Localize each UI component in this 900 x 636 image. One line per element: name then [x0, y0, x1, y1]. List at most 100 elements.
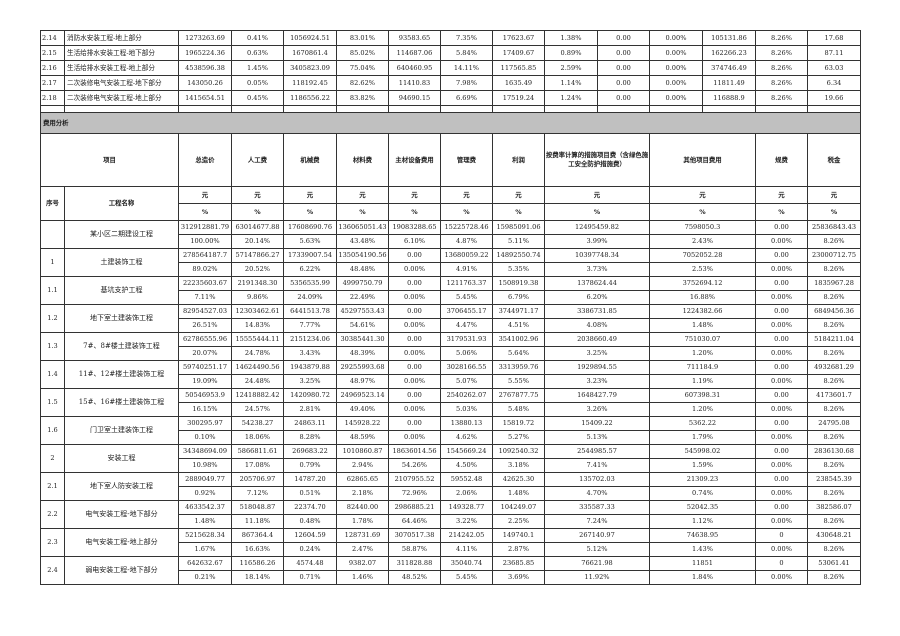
percent-cell[interactable]: 19.09% — [178, 374, 232, 389]
value-cell[interactable]: 1670861.4 — [283, 45, 337, 61]
amount-cell[interactable]: 642632.67 — [178, 556, 232, 571]
amount-cell[interactable]: 82954527.03 — [178, 304, 232, 319]
value-cell[interactable]: 17.68 — [807, 30, 861, 46]
header-item[interactable]: 项目 — [40, 133, 179, 187]
amount-cell[interactable]: 149740.1 — [492, 528, 545, 543]
amount-cell[interactable]: 1508919.38 — [492, 276, 545, 291]
amount-cell[interactable]: 278564187.7 — [178, 248, 232, 263]
percent-cell[interactable]: 100.00% — [178, 234, 232, 249]
value-cell[interactable]: 0.00% — [649, 30, 703, 46]
value-cell[interactable]: 94690.15 — [388, 90, 441, 106]
amount-cell[interactable]: 4932681.29 — [807, 360, 861, 375]
value-cell[interactable]: 82.62% — [336, 75, 389, 91]
percent-cell[interactable]: 1.79% — [649, 430, 756, 445]
project-name-cell[interactable]: 安装工程 — [64, 444, 179, 473]
unit-yuan[interactable]: 元 — [544, 186, 650, 204]
value-cell[interactable]: 8.26% — [755, 30, 808, 46]
row-number-cell[interactable]: 2.14 — [40, 30, 65, 46]
row-number-cell[interactable]: 2.4 — [40, 556, 65, 585]
percent-cell[interactable]: 0.00% — [755, 486, 808, 501]
amount-cell[interactable]: 0.00 — [755, 276, 808, 291]
percent-cell[interactable]: 18.14% — [231, 570, 284, 585]
percent-cell[interactable]: 0.48% — [283, 514, 337, 529]
value-cell[interactable]: 17623.67 — [492, 30, 545, 46]
percent-cell[interactable]: 3.22% — [440, 514, 493, 529]
percent-cell[interactable]: 4.47% — [440, 318, 493, 333]
unit-percent[interactable]: % — [283, 203, 337, 221]
percent-cell[interactable]: 26.51% — [178, 318, 232, 333]
column-header[interactable]: 机械费 — [283, 133, 337, 187]
percent-cell[interactable]: 8.26% — [807, 430, 861, 445]
percent-cell[interactable]: 17.08% — [231, 458, 284, 473]
amount-cell[interactable]: 7052052.28 — [649, 248, 756, 263]
percent-cell[interactable]: 0.00% — [388, 290, 441, 305]
percent-cell[interactable]: 0.00% — [388, 346, 441, 361]
amount-cell[interactable]: 135054190.56 — [336, 248, 389, 263]
amount-cell[interactable]: 12303462.61 — [231, 304, 284, 319]
percent-cell[interactable]: 7.12% — [231, 486, 284, 501]
amount-cell[interactable]: 1648427.79 — [544, 388, 650, 403]
percent-cell[interactable]: 4.50% — [440, 458, 493, 473]
value-cell[interactable]: 0.00 — [597, 60, 650, 76]
percent-cell[interactable]: 1.43% — [649, 542, 756, 557]
value-cell[interactable]: 0.45% — [231, 90, 284, 106]
amount-cell[interactable]: 29255993.68 — [336, 360, 389, 375]
amount-cell[interactable]: 6849456.36 — [807, 304, 861, 319]
amount-cell[interactable]: 17339007.54 — [283, 248, 337, 263]
percent-cell[interactable]: 64.46% — [388, 514, 441, 529]
row-number-cell[interactable]: 2.15 — [40, 45, 65, 61]
percent-cell[interactable]: 54.61% — [336, 318, 389, 333]
percent-cell[interactable]: 0.00% — [755, 290, 808, 305]
percent-cell[interactable]: 5.63% — [283, 234, 337, 249]
amount-cell[interactable]: 24795.08 — [807, 416, 861, 431]
project-name-cell[interactable]: 门卫室土建装饰工程 — [64, 416, 179, 445]
amount-cell[interactable]: 23000712.75 — [807, 248, 861, 263]
value-cell[interactable]: 118192.45 — [283, 75, 337, 91]
amount-cell[interactable]: 19083288.65 — [388, 220, 441, 235]
percent-cell[interactable]: 11.18% — [231, 514, 284, 529]
percent-cell[interactable]: 22.49% — [336, 290, 389, 305]
percent-cell[interactable]: 10.98% — [178, 458, 232, 473]
percent-cell[interactable]: 5.12% — [544, 542, 650, 557]
unit-percent[interactable]: % — [178, 203, 232, 221]
percent-cell[interactable]: 5.13% — [544, 430, 650, 445]
percent-cell[interactable]: 0.00% — [755, 346, 808, 361]
value-cell[interactable]: 85.02% — [336, 45, 389, 61]
percent-cell[interactable]: 1.78% — [336, 514, 389, 529]
value-cell[interactable]: 1415654.51 — [178, 90, 232, 106]
amount-cell[interactable]: 0.00 — [755, 220, 808, 235]
value-cell[interactable]: 8.26% — [755, 90, 808, 106]
unit-yuan[interactable]: 元 — [649, 186, 756, 204]
amount-cell[interactable]: 6441513.78 — [283, 304, 337, 319]
percent-cell[interactable]: 4.87% — [440, 234, 493, 249]
amount-cell[interactable]: 0.00 — [388, 360, 441, 375]
amount-cell[interactable]: 214242.05 — [440, 528, 493, 543]
value-cell[interactable]: 0.00% — [649, 45, 703, 61]
amount-cell[interactable]: 14624490.56 — [231, 360, 284, 375]
project-name-cell[interactable]: 二次装修电气安装工程-地下部分 — [64, 75, 179, 91]
percent-cell[interactable]: 2.25% — [492, 514, 545, 529]
amount-cell[interactable]: 867364.4 — [231, 528, 284, 543]
percent-cell[interactable]: 54.26% — [388, 458, 441, 473]
value-cell[interactable]: 105131.86 — [702, 30, 756, 46]
percent-cell[interactable]: 1.12% — [649, 514, 756, 529]
percent-cell[interactable]: 0.24% — [283, 542, 337, 557]
value-cell[interactable]: 5.84% — [440, 45, 493, 61]
value-cell[interactable]: 11811.49 — [702, 75, 756, 91]
row-number-cell[interactable]: 2.1 — [40, 472, 65, 501]
percent-cell[interactable]: 3.23% — [544, 374, 650, 389]
value-cell[interactable]: 114687.06 — [388, 45, 441, 61]
percent-cell[interactable]: 6.79% — [492, 290, 545, 305]
project-name-cell[interactable]: 二次装修电气安装工程-地上部分 — [64, 90, 179, 106]
project-name-cell[interactable]: 15#、16#楼土建装饰工程 — [64, 388, 179, 417]
percent-cell[interactable]: 1.46% — [336, 570, 389, 585]
unit-yuan[interactable]: 元 — [440, 186, 493, 204]
unit-yuan[interactable]: 元 — [807, 186, 861, 204]
amount-cell[interactable]: 1224382.66 — [649, 304, 756, 319]
row-number-cell[interactable]: 1.5 — [40, 388, 65, 417]
amount-cell[interactable]: 4173601.7 — [807, 388, 861, 403]
value-cell[interactable]: 4538596.38 — [178, 60, 232, 76]
amount-cell[interactable]: 205706.97 — [231, 472, 284, 487]
empty-cell[interactable] — [40, 105, 65, 113]
unit-percent[interactable]: % — [755, 203, 808, 221]
